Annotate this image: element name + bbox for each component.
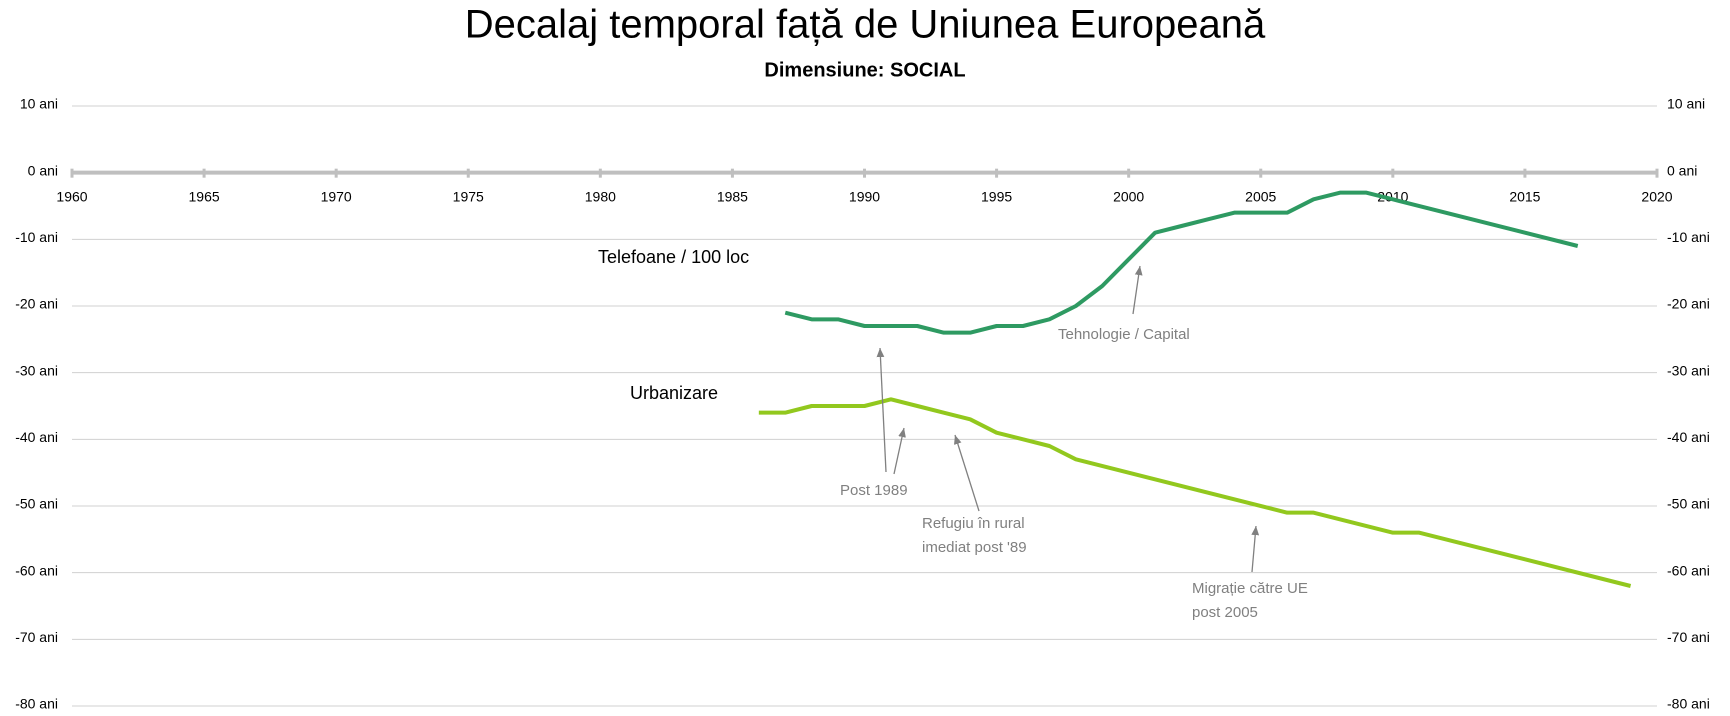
x-tick-label: 2015 [1509, 188, 1540, 204]
y2-tick-label: -50 ani [1667, 496, 1710, 512]
chart-title: Decalaj temporal față de Uniunea Europea… [465, 3, 1266, 47]
y-tick-label: -60 ani [15, 562, 58, 578]
y-tick-label: -50 ani [15, 496, 58, 512]
y-tick-label: -80 ani [15, 696, 58, 712]
y-tick-label: -30 ani [15, 362, 58, 378]
chart-subtitle: Dimensiune: SOCIAL [764, 59, 965, 81]
arrow [876, 347, 887, 473]
y-tick-label: -40 ani [15, 429, 58, 445]
x-tick-label: 2005 [1245, 188, 1276, 204]
y2-tick-label: 10 ani [1667, 96, 1705, 112]
annotation: Post 1989 [840, 482, 908, 499]
y2-tick-label: -40 ani [1667, 429, 1710, 445]
y2-tick-label: -80 ani [1667, 696, 1710, 712]
y2-tick-label: -20 ani [1667, 296, 1710, 312]
y2-tick-label: -60 ani [1667, 562, 1710, 578]
arrow [954, 434, 980, 512]
x-tick-label: 1960 [56, 188, 87, 204]
y-tick-label: -20 ani [15, 296, 58, 312]
x-tick-label: 1985 [717, 188, 748, 204]
x-tick-label: 1970 [321, 188, 352, 204]
arrow [1251, 525, 1260, 573]
x-tick-label: 1995 [981, 188, 1012, 204]
y-tick-label: 10 ani [20, 96, 58, 112]
grid: 10 ani 10 ani 0 ani 0 ani -10 ani -10 ani -20 … [15, 96, 1710, 712]
x-tick-label: 1975 [453, 188, 484, 204]
y-tick-label: -10 ani [15, 229, 58, 245]
arrow [893, 427, 906, 475]
annotation: Tehnologie / Capital [1058, 326, 1190, 343]
y2-tick-label: -10 ani [1667, 229, 1710, 245]
annotations: Tehnologie / Capital Post 1989 Refugiu î… [840, 265, 1308, 621]
x-tick-label: 2000 [1113, 188, 1144, 204]
series-label: Telefoane / 100 loc [598, 247, 749, 267]
x-tick-label: 1980 [585, 188, 616, 204]
annotation: Refugiu în rural imediat post '89 [922, 515, 1027, 556]
y-tick-label: -70 ani [15, 629, 58, 645]
y-tick-label: 0 ani [28, 162, 58, 178]
series-label: Urbanizare [630, 383, 718, 403]
x-tick-label: 1965 [189, 188, 220, 204]
x-tick-label: 2020 [1641, 188, 1672, 204]
y2-tick-label: -30 ani [1667, 362, 1710, 378]
x-tick-label: 1990 [849, 188, 880, 204]
y2-tick-label: -70 ani [1667, 629, 1710, 645]
series-line [758, 397, 1632, 588]
arrow [1132, 265, 1143, 315]
annotation: Migrație către UE post 2005 [1192, 580, 1308, 621]
series-line [784, 190, 1579, 335]
lines: Telefoane / 100 loc Urbanizare [598, 190, 1632, 588]
y2-tick-label: 0 ani [1667, 162, 1697, 178]
